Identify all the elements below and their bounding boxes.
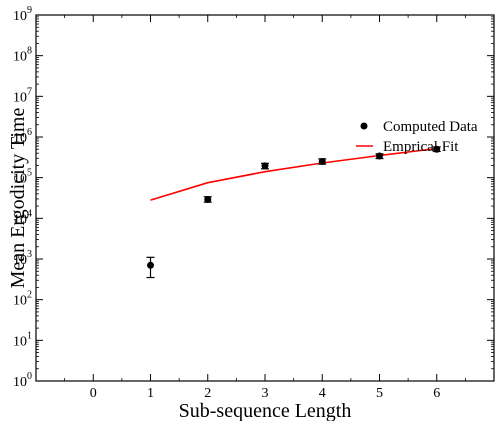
y-tick-base: 10 <box>13 131 27 146</box>
y-tick-base: 10 <box>13 9 27 24</box>
y-tick-label: 105 <box>13 168 32 187</box>
y-tick-exponent: 7 <box>27 86 32 97</box>
fit-line <box>150 147 437 201</box>
x-axis-label: Sub-sequence Length <box>179 400 352 421</box>
y-tick-exponent: 4 <box>27 208 32 219</box>
data-point <box>147 261 154 269</box>
x-tick-label: 3 <box>262 386 269 401</box>
data-point <box>433 145 441 153</box>
y-tick-base: 10 <box>13 90 27 105</box>
legend: Computed Data Emprical Fit <box>356 119 478 155</box>
plot-frame <box>35 14 495 382</box>
y-tick-base: 10 <box>13 253 27 268</box>
series-layer <box>146 145 441 279</box>
x-tick-label: 2 <box>204 386 211 401</box>
y-tick-base: 10 <box>13 375 27 390</box>
y-tick-exponent: 2 <box>27 290 32 301</box>
y-tick-base: 10 <box>13 334 27 349</box>
y-tick-exponent: 9 <box>27 5 32 16</box>
y-tick-label: 101 <box>13 330 32 349</box>
y-tick-label: 103 <box>13 249 32 268</box>
data-point <box>261 162 269 170</box>
x-tick-label: 5 <box>376 386 383 401</box>
y-tick-exponent: 5 <box>27 168 32 179</box>
legend-label-fit: Emprical Fit <box>383 139 459 155</box>
y-tick-label: 107 <box>13 86 32 105</box>
y-tick-exponent: 3 <box>27 249 32 260</box>
y-tick-label: 108 <box>13 46 32 65</box>
y-tick-exponent: 0 <box>27 371 32 382</box>
y-tick-base: 10 <box>13 172 27 187</box>
y-tick-label: 106 <box>13 127 32 146</box>
y-tick-label: 104 <box>13 208 32 227</box>
y-tick-base: 10 <box>13 212 27 227</box>
y-tick-exponent: 1 <box>27 330 32 341</box>
data-point <box>376 152 383 160</box>
y-tick-label: 102 <box>13 290 32 309</box>
y-axis-label: Mean Ergodicity Time <box>7 108 29 289</box>
x-tick-label: 0 <box>90 386 97 401</box>
y-tick-exponent: 8 <box>27 46 32 57</box>
x-tick-label: 6 <box>433 386 440 401</box>
x-tick-label: 4 <box>319 386 326 401</box>
y-tick-base: 10 <box>13 50 27 65</box>
data-point <box>318 157 326 165</box>
legend-label-computed: Computed Data <box>383 119 478 135</box>
x-tick-label: 1 <box>147 386 154 401</box>
data-point <box>204 196 212 204</box>
legend-marker-computed <box>360 122 368 130</box>
y-tick-label: 100 <box>13 371 32 390</box>
y-tick-label: 109 <box>13 5 32 24</box>
y-tick-base: 10 <box>13 294 27 309</box>
x-axis-ticks: 0 1 2 3 4 5 6 <box>64 15 466 401</box>
y-tick-exponent: 6 <box>27 127 32 138</box>
